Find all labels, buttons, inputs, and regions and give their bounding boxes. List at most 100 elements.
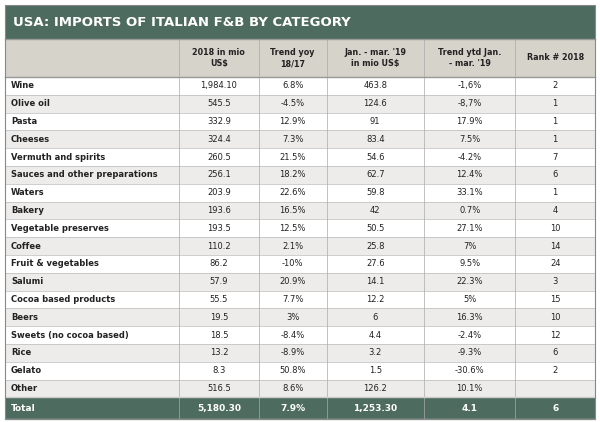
Text: Rice: Rice <box>11 349 31 357</box>
Text: 332.9: 332.9 <box>207 117 231 126</box>
Text: 12.2: 12.2 <box>366 295 385 304</box>
Text: 10.1%: 10.1% <box>457 384 483 393</box>
Text: 33.1%: 33.1% <box>457 188 483 197</box>
Text: Olive oil: Olive oil <box>11 99 50 108</box>
Text: 256.1: 256.1 <box>207 170 231 179</box>
Text: 21.5%: 21.5% <box>280 153 306 162</box>
Text: 10: 10 <box>550 224 560 233</box>
Bar <box>5 77 595 95</box>
Text: Gelato: Gelato <box>11 366 42 375</box>
Text: 42: 42 <box>370 206 380 215</box>
Text: 24: 24 <box>550 260 560 268</box>
Text: Vermuth and spirits: Vermuth and spirits <box>11 153 105 162</box>
Text: 22.3%: 22.3% <box>457 277 483 286</box>
Text: 203.9: 203.9 <box>207 188 231 197</box>
Bar <box>5 39 595 77</box>
Bar <box>5 202 595 219</box>
Text: 2.1%: 2.1% <box>282 242 303 251</box>
Text: Trend yoy
18/17: Trend yoy 18/17 <box>271 48 315 68</box>
Text: 12.4%: 12.4% <box>457 170 483 179</box>
Text: -2.4%: -2.4% <box>458 330 482 340</box>
Bar <box>5 113 595 130</box>
Text: 3: 3 <box>553 277 558 286</box>
Bar <box>5 166 595 184</box>
Bar <box>5 148 595 166</box>
Text: -30.6%: -30.6% <box>455 366 484 375</box>
Text: 62.7: 62.7 <box>366 170 385 179</box>
Text: 4: 4 <box>553 206 558 215</box>
Bar <box>5 308 595 326</box>
Text: 16.3%: 16.3% <box>457 313 483 322</box>
Text: Pasta: Pasta <box>11 117 37 126</box>
Text: 86.2: 86.2 <box>209 260 228 268</box>
Text: 7.5%: 7.5% <box>459 135 480 144</box>
Bar <box>5 291 595 308</box>
Bar <box>5 380 595 398</box>
Text: 9.5%: 9.5% <box>459 260 480 268</box>
Text: Wine: Wine <box>11 81 35 90</box>
Text: 1: 1 <box>553 117 558 126</box>
Text: 7.7%: 7.7% <box>282 295 304 304</box>
Text: 463.8: 463.8 <box>363 81 387 90</box>
Text: 6: 6 <box>373 313 378 322</box>
Text: 5%: 5% <box>463 295 476 304</box>
Text: 12: 12 <box>550 330 560 340</box>
Bar <box>5 362 595 380</box>
Text: 4.1: 4.1 <box>461 404 478 413</box>
Text: Salumi: Salumi <box>11 277 43 286</box>
Text: 124.6: 124.6 <box>364 99 387 108</box>
Text: 7%: 7% <box>463 242 476 251</box>
Text: 7.9%: 7.9% <box>280 404 305 413</box>
Text: -4.5%: -4.5% <box>281 99 305 108</box>
Text: Other: Other <box>11 384 38 393</box>
Text: -10%: -10% <box>282 260 304 268</box>
Text: 13.2: 13.2 <box>209 349 228 357</box>
Text: 3%: 3% <box>286 313 299 322</box>
Text: 5,180.30: 5,180.30 <box>197 404 241 413</box>
Text: 7: 7 <box>553 153 558 162</box>
Text: Total: Total <box>11 404 36 413</box>
Text: USA: IMPORTS OF ITALIAN F&B BY CATEGORY: USA: IMPORTS OF ITALIAN F&B BY CATEGORY <box>13 16 351 29</box>
Bar <box>5 237 595 255</box>
Text: 14.1: 14.1 <box>366 277 385 286</box>
Text: 6: 6 <box>553 170 558 179</box>
Text: 59.8: 59.8 <box>366 188 385 197</box>
Text: Beers: Beers <box>11 313 38 322</box>
Text: Coffee: Coffee <box>11 242 42 251</box>
Text: Vegetable preserves: Vegetable preserves <box>11 224 109 233</box>
Text: 3.2: 3.2 <box>368 349 382 357</box>
Text: Rank # 2018: Rank # 2018 <box>527 54 584 62</box>
Bar <box>5 273 595 291</box>
Bar <box>5 184 595 202</box>
Text: 83.4: 83.4 <box>366 135 385 144</box>
Text: 91: 91 <box>370 117 380 126</box>
Text: 2018 in mio
US$: 2018 in mio US$ <box>193 48 245 68</box>
Bar <box>5 255 595 273</box>
Text: 55.5: 55.5 <box>209 295 228 304</box>
Text: 193.6: 193.6 <box>207 206 231 215</box>
Text: 10: 10 <box>550 313 560 322</box>
Text: 6: 6 <box>552 404 559 413</box>
Text: 8.3: 8.3 <box>212 366 226 375</box>
Text: Cheeses: Cheeses <box>11 135 50 144</box>
Bar <box>5 326 595 344</box>
Text: 19.5: 19.5 <box>209 313 228 322</box>
Text: -8.4%: -8.4% <box>281 330 305 340</box>
Text: 324.4: 324.4 <box>207 135 231 144</box>
Bar <box>5 398 595 419</box>
Text: 193.5: 193.5 <box>207 224 231 233</box>
Bar <box>5 130 595 148</box>
Text: 7.3%: 7.3% <box>282 135 304 144</box>
Text: 50.5: 50.5 <box>366 224 385 233</box>
Text: 14: 14 <box>550 242 560 251</box>
Text: Sweets (no cocoa based): Sweets (no cocoa based) <box>11 330 129 340</box>
Bar <box>5 344 595 362</box>
Text: 57.9: 57.9 <box>209 277 228 286</box>
Text: Trend ytd Jan.
- mar. '19: Trend ytd Jan. - mar. '19 <box>438 48 502 68</box>
Text: Waters: Waters <box>11 188 44 197</box>
Text: 1: 1 <box>553 135 558 144</box>
Text: 27.1%: 27.1% <box>457 224 483 233</box>
Text: 1: 1 <box>553 99 558 108</box>
Text: 25.8: 25.8 <box>366 242 385 251</box>
Text: 22.6%: 22.6% <box>280 188 306 197</box>
